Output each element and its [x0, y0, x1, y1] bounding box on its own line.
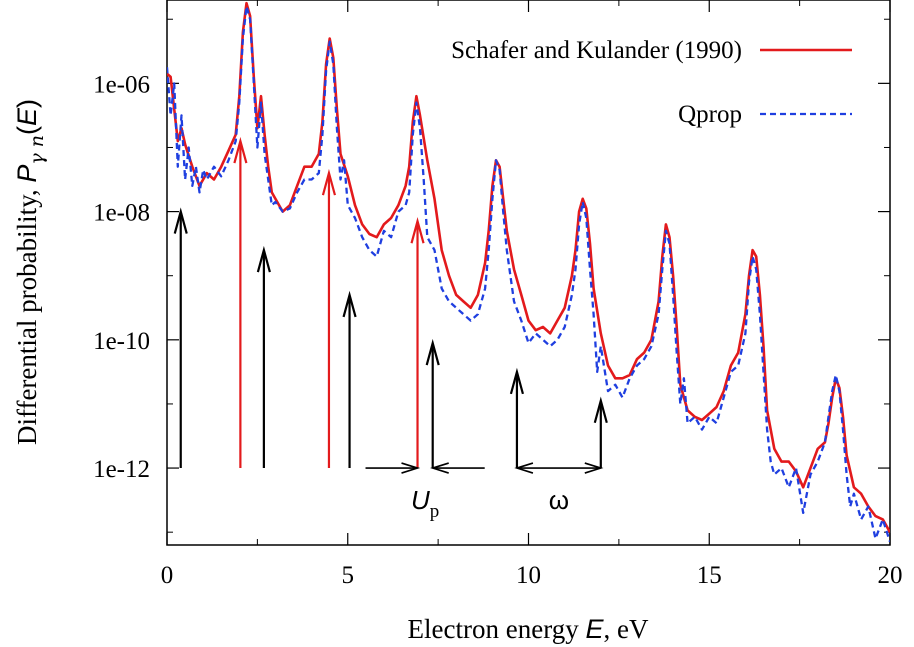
annotation-spans: Up ω	[365, 462, 604, 522]
span-annotation: ω	[514, 462, 604, 515]
legend: Schafer and Kulander (1990) Qprop	[451, 37, 852, 128]
y-tick-label: 1e-12	[93, 456, 150, 483]
arrow-head	[593, 396, 608, 424]
span-head-right	[584, 462, 604, 474]
x-tick-label: 10	[516, 562, 541, 589]
axis-ticks	[166, 0, 891, 545]
arrow-head	[425, 338, 440, 366]
arrow-head	[233, 136, 248, 164]
span-head-left	[401, 462, 421, 474]
annotation-arrows	[173, 136, 608, 469]
arrow-head	[173, 207, 188, 234]
span-head-right	[430, 462, 449, 474]
arrow	[233, 136, 248, 469]
span-label: Up	[411, 485, 439, 522]
y-axis-title: Differential probability, Pγ n(E)	[12, 99, 48, 445]
x-tick-label: 5	[342, 562, 355, 589]
legend-entry: Qprop	[678, 101, 852, 128]
legend-label: Qprop	[678, 101, 742, 128]
arrow	[425, 338, 440, 469]
y-tick-label: 1e-06	[93, 71, 150, 98]
series-layer	[167, 1, 890, 543]
arrow	[593, 396, 608, 469]
arrow	[410, 217, 425, 469]
span-label: ω	[549, 485, 569, 515]
arrow-head	[321, 168, 337, 196]
arrow-head	[509, 367, 524, 395]
span-annotation: Up	[365, 462, 485, 522]
x-tick-label: 20	[878, 562, 903, 589]
arrow	[321, 168, 337, 469]
arrow	[509, 367, 524, 469]
legend-label: Schafer and Kulander (1990)	[451, 37, 742, 64]
axis-tick-labels: 0 5 10 15 20 1e-12 1e-10 1e-08 1e-06	[93, 71, 902, 589]
series-line-1	[167, 1, 890, 533]
arrow-head	[256, 245, 271, 273]
span-head-left	[514, 462, 534, 474]
x-tick-label: 0	[161, 562, 174, 589]
arrow	[342, 290, 357, 469]
plot-frame	[166, 0, 891, 546]
arrow	[173, 207, 188, 469]
legend-entry: Schafer and Kulander (1990)	[451, 37, 852, 64]
arrow-head	[410, 217, 425, 244]
x-axis-title: Electron energy E, eV	[408, 614, 649, 644]
y-tick-label: 1e-10	[93, 328, 150, 355]
y-tick-label: 1e-08	[93, 200, 150, 227]
series-line-2	[167, 5, 890, 543]
arrow-head	[342, 290, 357, 318]
x-tick-label: 15	[697, 562, 722, 589]
arrow	[256, 245, 271, 469]
